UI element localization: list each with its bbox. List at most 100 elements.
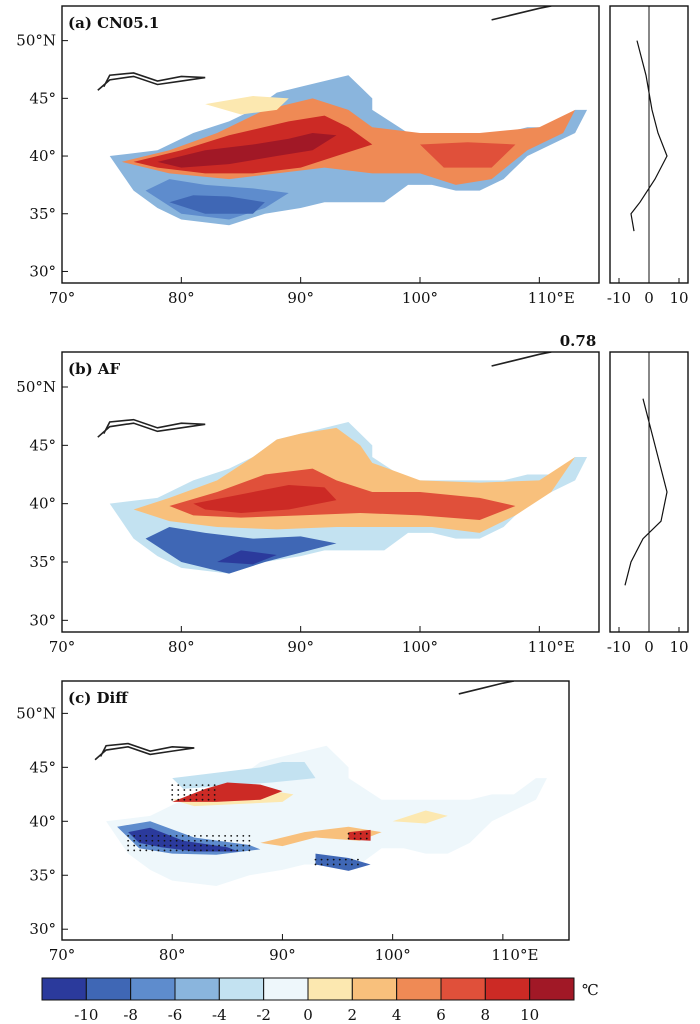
stipple-dot bbox=[218, 839, 220, 842]
field-region bbox=[260, 826, 382, 847]
colorbar-tick-label: -8 bbox=[123, 1006, 138, 1024]
stipple-dot bbox=[248, 834, 251, 837]
panel-c: 70° 80° 90° 100° 110°E 30° 35° 40° 45° 50°N (c) Di… bbox=[16, 680, 570, 964]
colorbar-tick-label: 4 bbox=[392, 1006, 402, 1024]
colorbar-unit: ℃ bbox=[582, 981, 599, 999]
stipple-dot bbox=[163, 834, 166, 837]
x-tick-label: 100° bbox=[402, 289, 438, 307]
side-tick-label: -10 bbox=[607, 638, 631, 656]
field-region bbox=[157, 132, 337, 168]
x-tick-label: 70° bbox=[49, 946, 76, 964]
stipple-dot bbox=[248, 844, 251, 847]
x-tick-label: 90° bbox=[287, 638, 314, 656]
stipple-dot bbox=[177, 789, 180, 791]
stipple-dot bbox=[213, 789, 216, 791]
stipple-dot bbox=[175, 839, 178, 842]
profile-line bbox=[624, 398, 668, 586]
stipple-dot bbox=[359, 832, 362, 835]
stipple-dot bbox=[248, 849, 251, 852]
stipple-dot bbox=[206, 839, 208, 842]
stipple-dot bbox=[169, 849, 172, 852]
stipple-dot bbox=[212, 849, 214, 852]
y-tick-label: 30° bbox=[29, 262, 56, 280]
y-tick-label: 45° bbox=[29, 89, 56, 107]
colorbar-cell bbox=[41, 977, 87, 1001]
panel-frame bbox=[61, 5, 600, 284]
stipple-dot bbox=[224, 834, 227, 837]
stipple-dot bbox=[157, 844, 160, 847]
colorbar-cell bbox=[351, 977, 398, 1001]
panel-fill-group bbox=[94, 681, 547, 887]
stipple-dot bbox=[236, 849, 239, 852]
stipple-dot bbox=[347, 837, 350, 840]
stipple-dot bbox=[175, 834, 178, 837]
stipple-dot bbox=[213, 793, 216, 796]
stipple-dot bbox=[206, 844, 208, 847]
stipple-dot bbox=[193, 834, 196, 837]
stipple-dot bbox=[157, 849, 160, 852]
colorbar-tick-label: 0 bbox=[303, 1006, 313, 1024]
stipple-dot bbox=[332, 863, 335, 866]
panel-title: (b) AF bbox=[68, 360, 121, 378]
border-line-ne bbox=[491, 352, 552, 367]
y-tick-label: 35° bbox=[29, 866, 56, 884]
y-tick-label: 45° bbox=[29, 758, 56, 776]
colorbar-cell bbox=[263, 977, 309, 1001]
stipple-dot bbox=[365, 832, 368, 835]
stipple-dot bbox=[151, 834, 154, 837]
colorbar-tick-label: 10 bbox=[520, 1006, 539, 1024]
stipple-dot bbox=[171, 784, 174, 787]
colorbar-cell bbox=[396, 977, 442, 1001]
stipple-dot bbox=[177, 793, 180, 796]
y-tick-label: 30° bbox=[29, 611, 56, 629]
y-tick-label: 30° bbox=[29, 920, 56, 938]
side-profile-b: -10 0 10 bbox=[607, 351, 689, 656]
stipple-dot bbox=[359, 837, 362, 840]
stipple-dot bbox=[193, 844, 196, 847]
stipple-dot bbox=[314, 863, 317, 866]
y-tick-label: 45° bbox=[29, 436, 56, 454]
stipple-dot bbox=[169, 844, 172, 847]
stipple-dot bbox=[212, 844, 214, 847]
stipple-dot bbox=[133, 844, 136, 847]
stipple-dot bbox=[206, 849, 208, 852]
side-profile-a: -10 0 10 bbox=[607, 5, 689, 307]
stipple-dot bbox=[332, 858, 335, 861]
stipple-dot bbox=[183, 789, 186, 791]
stipple-dot bbox=[163, 844, 166, 847]
stipple-dot bbox=[212, 834, 214, 837]
stipple-dot bbox=[183, 784, 186, 787]
stipple-dot bbox=[338, 858, 341, 861]
stipple-dot bbox=[218, 849, 220, 852]
stipple-dot bbox=[242, 844, 245, 847]
stipple-dot bbox=[133, 839, 136, 842]
stipple-dot bbox=[218, 834, 220, 837]
panel-frame bbox=[61, 680, 570, 941]
panel-frame bbox=[61, 351, 600, 633]
stipple-dot bbox=[201, 798, 204, 801]
stipple-dot bbox=[230, 849, 233, 852]
stipple-dot bbox=[353, 837, 356, 840]
stipple-dot bbox=[175, 849, 178, 852]
stipple-dot bbox=[151, 844, 154, 847]
stipple-dot bbox=[175, 844, 178, 847]
stipple-dot bbox=[151, 849, 154, 852]
stipple-dot bbox=[199, 849, 202, 852]
stipple-dot bbox=[224, 844, 227, 847]
stipple-dot bbox=[326, 858, 329, 861]
panel-a: 70° 80° 90° 100° 110°E 30° 35° 40° 45° 50°N (a) CN… bbox=[16, 5, 600, 307]
colorbar-cell bbox=[85, 977, 132, 1001]
x-tick-label: 70° bbox=[49, 638, 76, 656]
stipple-dot bbox=[201, 784, 204, 787]
stipple-dot bbox=[139, 849, 142, 852]
stipple-dot bbox=[189, 789, 192, 791]
stipple-dot bbox=[181, 849, 184, 852]
stipple-dot bbox=[236, 844, 239, 847]
stipple-dot bbox=[171, 793, 174, 796]
stipple-dot bbox=[242, 834, 245, 837]
colorbar: -10 -8 -6 -4 -2 0 2 4 6 8 10 ℃ bbox=[41, 977, 599, 1024]
x-tick-label: 70° bbox=[49, 289, 76, 307]
stipple-dot bbox=[181, 839, 184, 842]
stipple-dot bbox=[145, 839, 148, 842]
stipple-dot bbox=[127, 849, 130, 852]
